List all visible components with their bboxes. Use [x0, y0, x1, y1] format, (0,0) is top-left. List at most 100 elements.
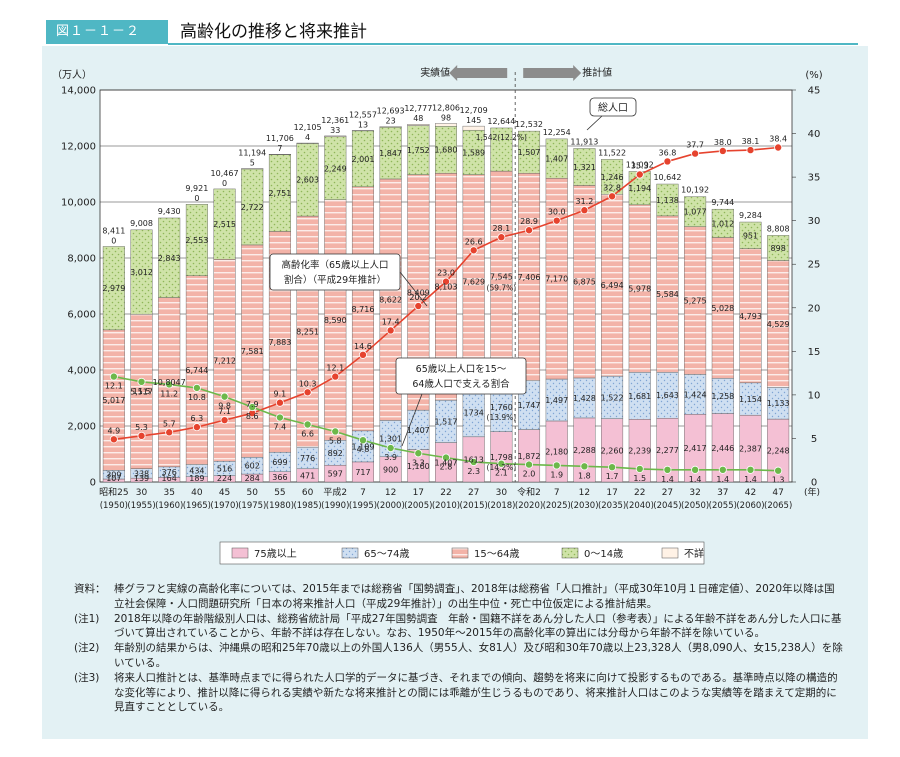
support-ratio-point: [746, 465, 755, 474]
note-2: (注2) 年齢別の結果からは、沖縄県の昭和25年70歳以上の外国人136人（男55…: [74, 641, 844, 671]
segment-label-age65_74: 892: [328, 449, 343, 458]
x-tick-label: 27: [662, 488, 673, 498]
segment-label-over75: 107: [106, 474, 121, 483]
segment-label-age0_14: 898: [771, 244, 786, 253]
segment-label-age65_74: 776: [300, 454, 315, 463]
unknown-label: 98: [441, 113, 451, 122]
segment-label-age65_74: 1,407: [407, 426, 430, 435]
aging-rate-point: [691, 149, 700, 158]
projection-label: 推計値: [582, 66, 612, 79]
segment-label-over75: 164: [162, 474, 177, 483]
aging-rate-point-label: 20.2: [409, 293, 427, 302]
note-label: (注2): [74, 642, 100, 655]
support-ratio-point: [469, 457, 478, 466]
lines: [109, 143, 783, 475]
bar-segment-unknown: [324, 135, 347, 138]
segment-label-age65_74: 1,643: [656, 391, 679, 400]
segment-label-age15_64: 8,409: [407, 288, 430, 297]
aging-rate-point: [635, 170, 644, 179]
total-label: 10,192: [681, 186, 709, 195]
x-tick-label: 12: [579, 488, 590, 498]
support-ratio-point: [525, 460, 534, 469]
support-ratio-point-label: 1.8: [578, 471, 591, 480]
y-tick-label: 0: [90, 478, 96, 489]
aging-rate-point: [663, 157, 672, 166]
figure-number: 図１－１－２: [46, 20, 168, 44]
segment-label-age0_14: 1,077: [684, 208, 707, 217]
y-tick-label: 4,000: [67, 366, 96, 377]
support-ratio-point-label: 8.6: [246, 412, 259, 421]
aging-rate-point-label: 12.1: [326, 364, 344, 373]
aging-rate-point: [525, 226, 534, 235]
x-tick-label: 35: [163, 488, 174, 498]
x-year-label: (1985): [293, 501, 321, 511]
support-ratio-point-label: 2.0: [523, 470, 536, 479]
segment-label-age65_74: 1,258: [711, 392, 734, 401]
support-ratio-point-label: 10.8: [188, 393, 206, 402]
support-ratio-point: [663, 465, 672, 474]
total-callout-box: [589, 97, 637, 117]
bar-segment-age0_14: [213, 188, 236, 260]
support-ratio-point-label: 12.1: [105, 382, 123, 391]
aging-rate-point-label: 4.9: [107, 426, 120, 435]
rate-callout-pointer: [399, 271, 428, 307]
population-chart: 0 2,000 4,000 6,000 8,000 10,000 12,000 14,000 0…: [52, 65, 823, 565]
y-tick-label: 14,000: [61, 86, 96, 97]
ratio-callout-box: [395, 357, 527, 395]
segment-label-age65_74: 376: [162, 468, 177, 477]
legend-label: 不詳: [684, 547, 704, 560]
x-year-label: (2020): [515, 501, 543, 511]
x-tick-label: 22: [440, 488, 451, 498]
aging-rate-point: [469, 246, 478, 255]
x-year-label: (1995): [349, 501, 377, 511]
segment-label-age15_64: 7,545: [490, 273, 513, 282]
segment-label-over75: 1,872: [518, 452, 541, 461]
x-tick-label: 42: [745, 488, 756, 498]
aging-rate-point-label: 23.0: [437, 269, 455, 278]
x-year-label: (2018): [487, 501, 515, 511]
support-ratio-point-label: 11.2: [160, 389, 178, 398]
total-label: 10,642: [653, 173, 681, 182]
note-label: 資料：: [74, 583, 106, 595]
y2-tick-label: 35: [808, 173, 821, 184]
aging-rate-point: [552, 216, 561, 225]
segment-label-age15_64: 8,590: [324, 316, 347, 325]
segment-label-age0_14: 1,012: [711, 219, 734, 228]
segment-label-age65_74: 1734: [464, 409, 484, 418]
segment-label-over75: 2,180: [545, 447, 568, 456]
bar-segment-age0_14: [711, 208, 734, 238]
total-label: 9,744: [711, 198, 734, 207]
support-ratio-point: [441, 453, 450, 462]
aging-rate-point: [220, 416, 229, 425]
segment-label-age0_14: 2,722: [241, 203, 264, 212]
segment-label-age15_64: 7,170: [545, 275, 568, 284]
segment-label-over75: 2,239: [628, 447, 651, 456]
total-label: 12,105: [294, 123, 322, 132]
aging-rate-point: [746, 146, 755, 155]
unknown-label: 0: [111, 236, 116, 245]
aging-rate-point-label: 10.3: [299, 379, 317, 388]
note-3: (注3) 将来人口推計とは、基準時点までに得られた人口学的データに基づき、それまで…: [74, 671, 844, 715]
x-tick-label: 60: [302, 488, 314, 498]
segment-label-age0_14: 2,553: [185, 236, 208, 245]
x-tick-label: 37: [717, 488, 728, 498]
segment-label-age0_14: 2,979: [102, 284, 125, 293]
segment-label-age0_14: 2,751: [268, 189, 291, 198]
support-ratio-point-label: 3.9: [384, 453, 397, 462]
support-ratio-point: [358, 436, 367, 445]
chart-panel: 0 2,000 4,000 6,000 8,000 10,000 12,000 14,000 0…: [42, 46, 868, 739]
support-ratio-point: [137, 377, 146, 386]
bar-segment-unknown: [268, 154, 291, 155]
segment-label-age0_14: 3,012: [130, 268, 153, 277]
segment-label-age0_14: 2,603: [296, 176, 319, 185]
ratio-callout-text: 64歳人口で支える割合: [412, 378, 510, 390]
total-label: 12,557: [349, 110, 377, 119]
y-tick-label: 8,000: [67, 254, 96, 265]
x-tick-label: 30: [496, 488, 508, 498]
support-ratio-point: [331, 427, 340, 436]
aging-rate-point: [275, 398, 284, 407]
x-axis-suffix: (年): [804, 486, 820, 498]
aging-rate-point: [386, 326, 395, 335]
segment-label-age15_64: 7,883: [268, 338, 291, 347]
support-ratio-point-label: 9.8: [218, 402, 231, 411]
